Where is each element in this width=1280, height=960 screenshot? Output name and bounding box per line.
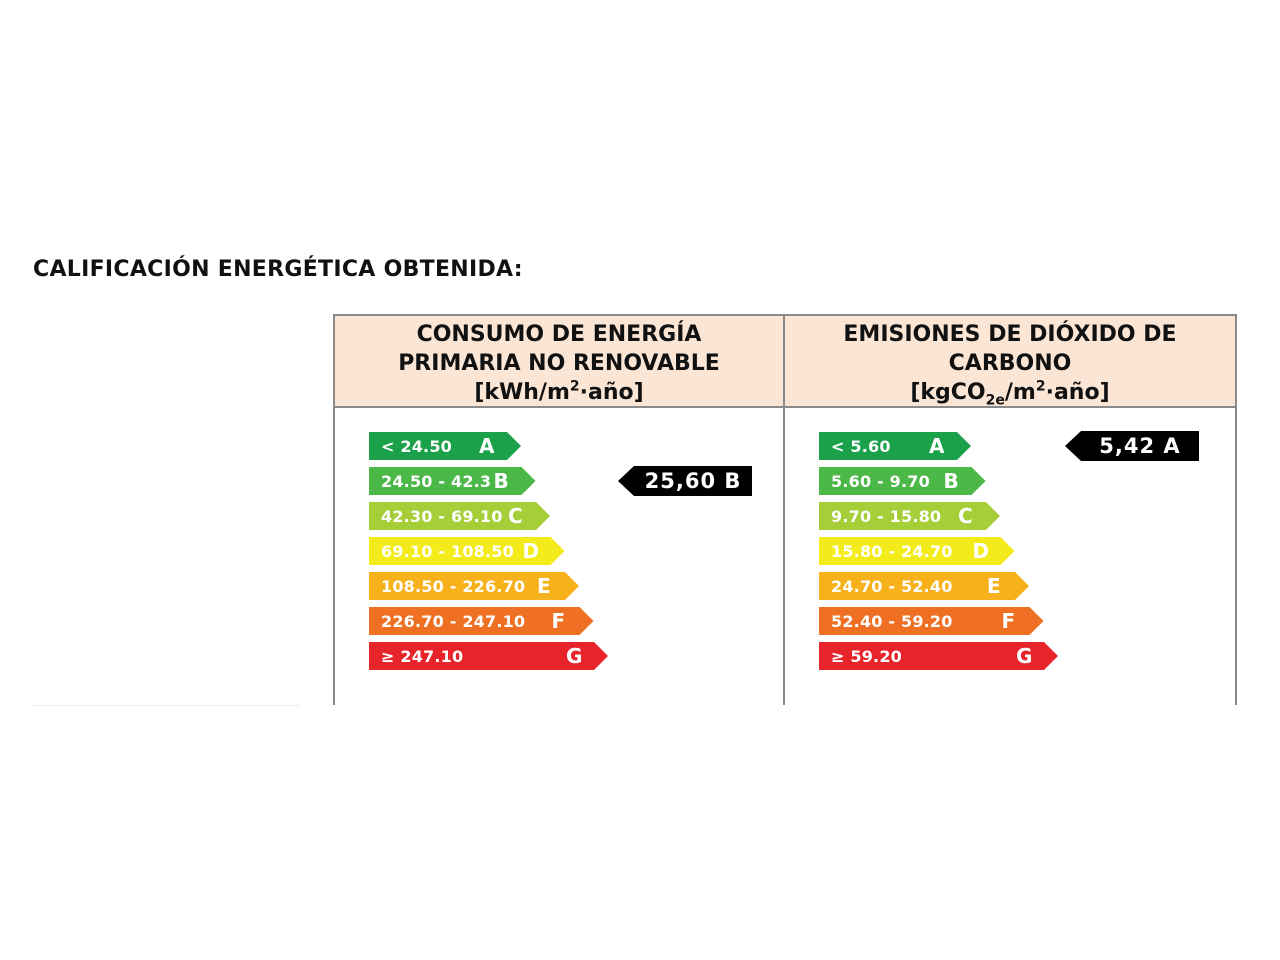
rating-bar-fill bbox=[819, 432, 971, 460]
unit-part: ·año] bbox=[579, 380, 644, 405]
unit-part: [kgCO bbox=[910, 380, 986, 405]
rating-letter: F bbox=[551, 609, 566, 633]
rating-range-label: 24.50 - 42.3 bbox=[381, 471, 492, 491]
rating-bar-fill bbox=[369, 537, 565, 565]
unit-label: [kWh/m2·año] bbox=[335, 378, 783, 407]
rating-range-label: 69.10 - 108.50 bbox=[381, 541, 514, 561]
rating-bar-d: 69.10 - 108.50 D bbox=[369, 537, 565, 565]
indicator-value: 25,60 B bbox=[644, 469, 742, 493]
rating-bar-c: 42.30 - 69.10 C bbox=[369, 502, 550, 530]
energy-consumption-scale: < 24.50 A 24.50 - 42.3 B 42.30 - 69.10 C 69.10… bbox=[335, 408, 783, 705]
energy-rating-table: CONSUMO DE ENERGÍA PRIMARIA NO RENOVABLE… bbox=[333, 314, 1237, 705]
rating-bar-b: 24.50 - 42.3 B bbox=[369, 467, 536, 495]
rating-bar-c: 9.70 - 15.80 C bbox=[819, 502, 1000, 530]
header-line: CARBONO bbox=[948, 351, 1072, 376]
rating-bar-a: < 5.60 A bbox=[819, 432, 971, 460]
energy-consumption-header: CONSUMO DE ENERGÍA PRIMARIA NO RENOVABLE… bbox=[335, 316, 783, 408]
rating-bar-e: 24.70 - 52.40 E bbox=[819, 572, 1029, 600]
rating-bar-fill bbox=[819, 467, 986, 495]
rating-letter: A bbox=[929, 434, 945, 458]
unit-superscript: 2 bbox=[569, 378, 580, 395]
rating-bar-fill bbox=[369, 467, 536, 495]
rating-range-label: 42.30 - 69.10 bbox=[381, 506, 503, 526]
unit-part: /m bbox=[1004, 380, 1036, 405]
divider bbox=[30, 705, 300, 706]
rating-letter: C bbox=[508, 504, 523, 528]
rating-bar-f: 226.70 - 247.10 F bbox=[369, 607, 594, 635]
co2-emissions-header: EMISIONES DE DIÓXIDO DE CARBONO [kgCO2e/… bbox=[785, 316, 1235, 408]
rating-bar-fill bbox=[819, 537, 1015, 565]
unit-subscript: 2e bbox=[985, 392, 1005, 409]
rating-bar-fill bbox=[819, 607, 1044, 635]
page-title: CALIFICACIÓN ENERGÉTICA OBTENIDA: bbox=[33, 257, 523, 282]
rating-bar-fill bbox=[819, 502, 1000, 530]
rating-bar-f: 52.40 - 59.20 F bbox=[819, 607, 1044, 635]
rating-bar-a: < 24.50 A bbox=[369, 432, 521, 460]
obtained-rating-indicator: 25,60 B bbox=[618, 466, 752, 496]
rating-bar-fill bbox=[369, 607, 594, 635]
co2-emissions-panel: EMISIONES DE DIÓXIDO DE CARBONO [kgCO2e/… bbox=[785, 316, 1235, 705]
rating-letter: G bbox=[566, 644, 583, 668]
rating-range-label: ≥ 59.20 bbox=[831, 646, 902, 666]
header-line: CONSUMO DE ENERGÍA bbox=[416, 322, 702, 347]
unit-superscript: 2 bbox=[1035, 378, 1046, 395]
rating-bar-g: ≥ 59.20 G bbox=[819, 642, 1058, 670]
unit-label: [kgCO2e/m2·año] bbox=[785, 378, 1235, 409]
rating-bar-b: 5.60 - 9.70 B bbox=[819, 467, 986, 495]
co2-emissions-scale: < 5.60 A 5.60 - 9.70 B 9.70 - 15.80 C 15.80 - … bbox=[785, 408, 1235, 705]
rating-letter: D bbox=[522, 539, 540, 563]
rating-bar-fill bbox=[819, 572, 1029, 600]
rating-letter: A bbox=[479, 434, 495, 458]
rating-letter: F bbox=[1001, 609, 1016, 633]
rating-range-label: 24.70 - 52.40 bbox=[831, 576, 953, 596]
rating-bar-fill bbox=[369, 502, 550, 530]
obtained-rating-indicator: 5,42 A bbox=[1065, 431, 1199, 461]
rating-bar-d: 15.80 - 24.70 D bbox=[819, 537, 1015, 565]
rating-range-label: ≥ 247.10 bbox=[381, 646, 464, 666]
rating-bar-fill bbox=[819, 642, 1058, 670]
rating-bar-fill bbox=[369, 572, 579, 600]
rating-letter: B bbox=[943, 469, 959, 493]
header-line: PRIMARIA NO RENOVABLE bbox=[398, 351, 720, 376]
unit-part: ·año] bbox=[1045, 380, 1110, 405]
energy-consumption-panel: CONSUMO DE ENERGÍA PRIMARIA NO RENOVABLE… bbox=[335, 316, 785, 705]
indicator-arrow bbox=[1065, 431, 1199, 461]
rating-bar-e: 108.50 - 226.70 E bbox=[369, 572, 579, 600]
rating-letter: C bbox=[958, 504, 973, 528]
rating-range-label: < 5.60 bbox=[831, 436, 891, 456]
rating-letter: G bbox=[1016, 644, 1033, 668]
rating-range-label: 52.40 - 59.20 bbox=[831, 611, 953, 631]
rating-range-label: 9.70 - 15.80 bbox=[831, 506, 942, 526]
rating-bar-g: ≥ 247.10 G bbox=[369, 642, 608, 670]
unit-part: [kWh/m bbox=[474, 380, 570, 405]
rating-range-label: 226.70 - 247.10 bbox=[381, 611, 526, 631]
rating-range-label: < 24.50 bbox=[381, 436, 452, 456]
rating-bar-fill bbox=[369, 642, 608, 670]
rating-letter: E bbox=[537, 574, 551, 598]
rating-bar-fill bbox=[369, 432, 521, 460]
rating-letter: D bbox=[972, 539, 990, 563]
rating-range-label: 15.80 - 24.70 bbox=[831, 541, 953, 561]
header-line: EMISIONES DE DIÓXIDO DE bbox=[843, 322, 1177, 347]
indicator-arrow bbox=[618, 466, 752, 496]
rating-range-label: 108.50 - 226.70 bbox=[381, 576, 526, 596]
indicator-value: 5,42 A bbox=[1099, 434, 1181, 458]
rating-letter: E bbox=[987, 574, 1001, 598]
rating-range-label: 5.60 - 9.70 bbox=[831, 471, 930, 491]
rating-letter: B bbox=[493, 469, 509, 493]
